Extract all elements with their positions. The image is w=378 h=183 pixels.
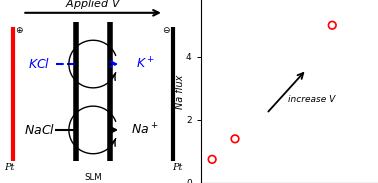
Text: $\oplus$: $\oplus$: [15, 25, 24, 35]
Text: $NaCl$: $NaCl$: [23, 123, 55, 137]
Point: [232, 137, 238, 140]
Point: [209, 158, 215, 161]
Text: $Na^+$: $Na^+$: [132, 122, 159, 138]
Text: $K^+$: $K^+$: [136, 56, 155, 72]
Text: SLM
calix carrier: SLM calix carrier: [68, 173, 118, 183]
Text: $KCl$: $KCl$: [28, 57, 50, 71]
Text: $Applied\ V$: $Applied\ V$: [65, 0, 121, 11]
Point: [329, 24, 335, 27]
Text: Pt: Pt: [172, 163, 182, 172]
Y-axis label: Na flux: Na flux: [175, 74, 184, 109]
Text: Pt: Pt: [4, 163, 14, 172]
Text: increase V: increase V: [288, 95, 335, 104]
Text: $\ominus$: $\ominus$: [162, 25, 171, 35]
